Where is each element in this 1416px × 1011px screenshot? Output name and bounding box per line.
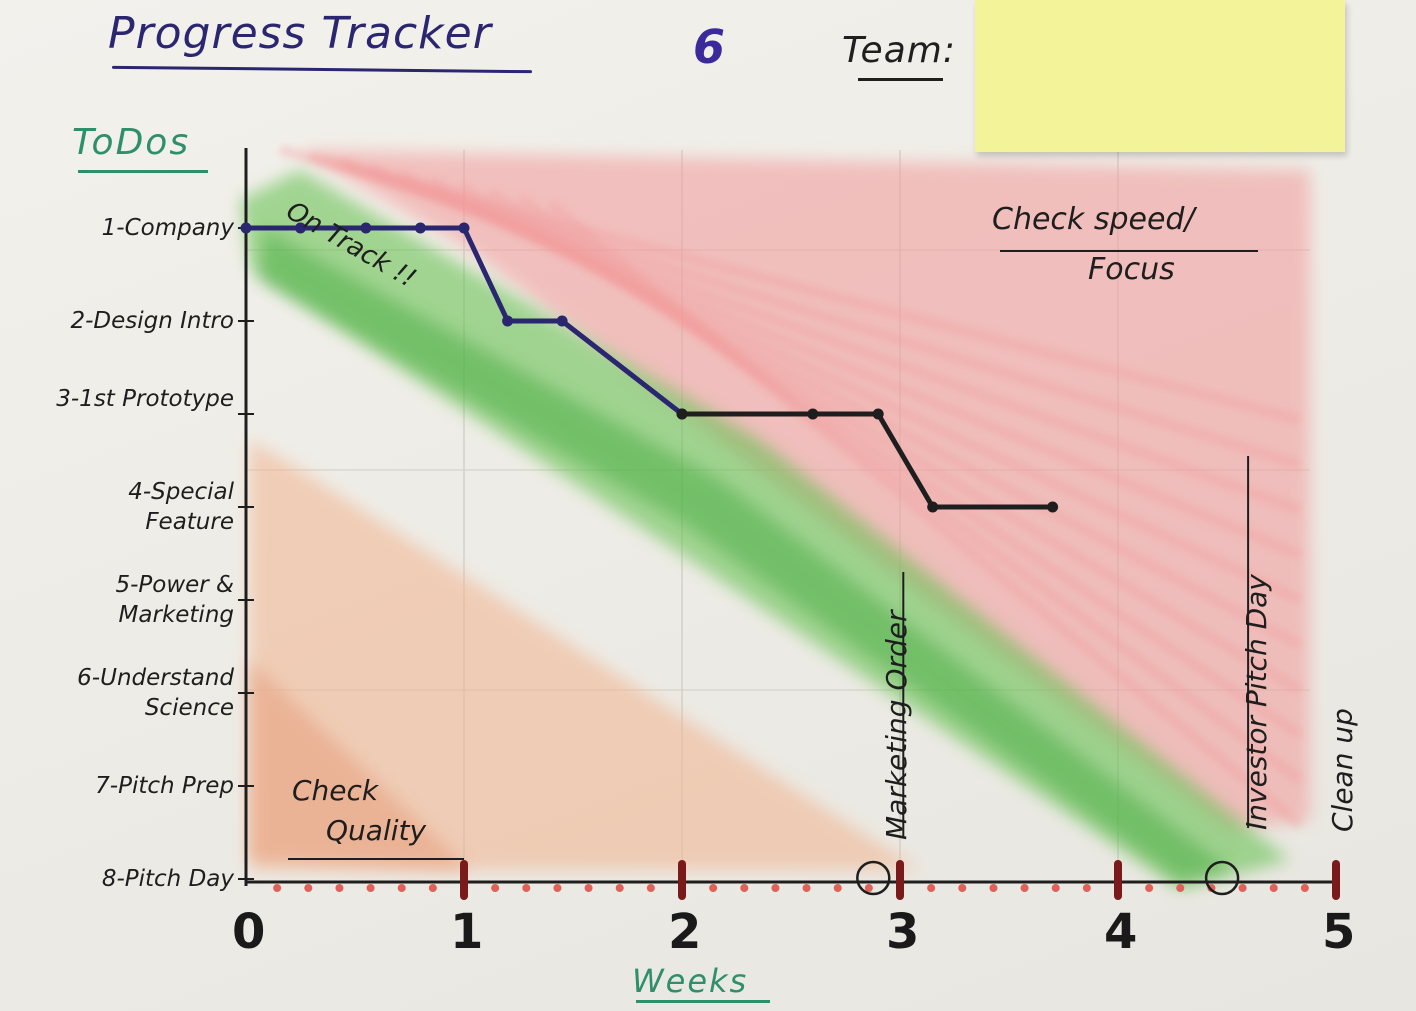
x-tick-day [304, 884, 313, 892]
x-tick-day [366, 884, 375, 892]
week-tick-label: 1 [450, 904, 484, 960]
x-tick-day [1176, 884, 1185, 892]
x-axis-underline [636, 1000, 770, 1003]
x-tick-day [553, 884, 562, 892]
task-label: 6-Understand Science [77, 665, 234, 721]
check-speed-underline [1000, 250, 1258, 252]
x-tick-day [273, 884, 282, 892]
x-tick-day [1238, 884, 1247, 892]
task-label: 3-1st Prototype [56, 386, 234, 412]
x-tick-day [1145, 884, 1154, 892]
quality-note: Quality [326, 814, 427, 847]
x-tick-day [802, 884, 811, 892]
progress-point [295, 222, 306, 234]
red-zone-stroke [517, 193, 1303, 785]
progress-point [458, 222, 470, 234]
x-tick-day [491, 884, 500, 892]
week-tick-label: 3 [886, 904, 920, 960]
task-label: 4-Special Feature [128, 479, 234, 535]
todos-underline [78, 170, 208, 173]
task-label: 2-Design Intro [70, 308, 234, 334]
x-tick-day [335, 884, 344, 892]
x-tick-day [615, 884, 624, 892]
x-tick-day [397, 884, 406, 892]
sticky-note [975, 0, 1345, 152]
green-zone-core [260, 230, 1230, 880]
orange-zone-corner [250, 660, 470, 870]
week-tick-label: 0 [232, 904, 266, 960]
week-tick-label: 4 [1104, 904, 1138, 960]
progress-point [872, 408, 884, 420]
progress-point [502, 315, 514, 327]
progress-point [360, 222, 372, 234]
x-tick-day [864, 884, 873, 892]
progress-point [1047, 501, 1059, 513]
blue-ink-progress-line [243, 225, 685, 417]
progress-lines [240, 222, 1059, 513]
focus-note: Focus [1088, 252, 1175, 287]
x-tick-day [771, 884, 780, 892]
check-note: Check [292, 774, 379, 807]
x-tick-day [709, 884, 718, 892]
axes [238, 148, 1340, 900]
x-tick-day [522, 884, 531, 892]
task-label: 7-Pitch Prep [95, 773, 234, 799]
x-tick-day [958, 884, 967, 892]
page-title: Progress Tracker [108, 8, 492, 59]
milestone-circle [856, 860, 891, 896]
milestone-circle [1204, 860, 1240, 896]
todos-label: ToDos [72, 122, 191, 163]
team-number: 6 [693, 20, 726, 74]
week-tick-label: 2 [668, 904, 702, 960]
clean-up-label: Clean up [1326, 708, 1359, 832]
progress-point [807, 408, 819, 420]
week-tick-label: 5 [1322, 904, 1356, 960]
red-zone-stroke [546, 200, 1304, 829]
x-tick-day [1051, 884, 1060, 892]
task-label: 8-Pitch Day [101, 866, 234, 892]
quality-underline [288, 858, 464, 860]
x-tick-day [1020, 884, 1029, 892]
progress-point [414, 222, 426, 234]
marketing-order-label: Marketing Order [880, 610, 913, 840]
x-tick-day [740, 884, 749, 892]
color-zones [240, 145, 1310, 890]
x-axis-label: Weeks [632, 962, 749, 1000]
x-tick-day [989, 884, 998, 892]
investor-pitch-day-label: Investor Pitch Day [1240, 574, 1273, 830]
progress-point [676, 408, 688, 420]
progress-point [240, 222, 252, 234]
team-underline [858, 78, 943, 81]
x-tick-day [927, 884, 936, 892]
orange-zone-lower [250, 440, 920, 870]
task-label: 1-Company [101, 215, 234, 241]
progress-point [556, 315, 568, 327]
x-tick-day [1269, 884, 1278, 892]
x-tick-day [428, 884, 437, 892]
x-tick-day [833, 884, 842, 892]
progress-point [927, 501, 939, 513]
check-speed-note: Check speed/ [992, 202, 1195, 237]
team-label: Team: [842, 30, 956, 71]
x-tick-day [1300, 884, 1309, 892]
x-tick-day [1082, 884, 1091, 892]
x-tick-day [646, 884, 655, 892]
x-tick-day [584, 884, 593, 892]
task-label: 5-Power & Marketing [115, 572, 234, 628]
